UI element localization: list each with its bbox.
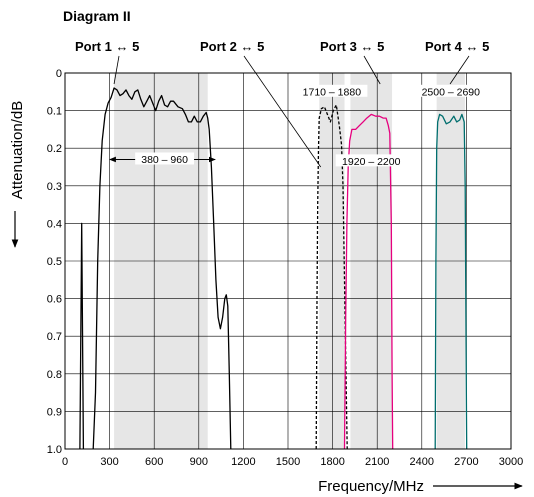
- y-tick-label-5: 0.5: [47, 256, 62, 268]
- port-label-3: Port 3 ↔ 5: [320, 39, 384, 54]
- y-tick-label-1: 0.1: [47, 106, 62, 118]
- series-2-segment-1: [315, 104, 348, 450]
- y-tick-label-2: 0.2: [47, 143, 62, 155]
- chart-title: Diagram II: [63, 8, 131, 24]
- x-tick-label-4: 1200: [231, 456, 255, 468]
- band-label-bg-1: [135, 152, 195, 165]
- y-tick-label-8: 0.8: [47, 369, 62, 381]
- port-label-4: Port 4 ↔ 5: [425, 39, 489, 54]
- x-tick-label-8: 2400: [410, 456, 434, 468]
- y-axis-label: Attenuation/dB: [9, 101, 26, 199]
- y-tick-label-10: 1.0: [47, 444, 62, 456]
- band-label-bg-3: [335, 154, 407, 167]
- port-label-1: Port 1 ↔ 5: [75, 39, 139, 54]
- x-tick-label-6: 1800: [320, 456, 344, 468]
- port-leader-1: [113, 55, 120, 85]
- series-1-segment-2: [92, 87, 232, 450]
- y-tick-label-0: 0: [56, 68, 62, 80]
- x-tick-label-9: 2700: [454, 456, 478, 468]
- y-tick-label-6: 0.6: [47, 294, 62, 306]
- port-leader-4: [449, 55, 470, 85]
- band-label-3: 1920 – 2200: [342, 156, 401, 168]
- series-4-segment-1: [434, 113, 468, 450]
- x-axis-label: Frequency/MHz: [318, 478, 424, 495]
- y-tick-label-4: 0.4: [47, 218, 62, 230]
- x-tick-label-7: 2100: [365, 456, 389, 468]
- axes: 0 300 600 900 1200 1500 1800 2100 2400 2700 3000 0 0…: [9, 68, 523, 495]
- x-tick-label-3: 900: [190, 456, 208, 468]
- band-label-bg-4: [415, 84, 487, 97]
- plot-frame: [64, 72, 512, 450]
- port-leader-3: [363, 55, 381, 85]
- y-tick-label-3: 0.3: [47, 181, 62, 193]
- band-label-2: 1710 – 1880: [303, 86, 362, 98]
- band-label-bg-2: [296, 84, 368, 97]
- x-tick-label-5: 1500: [276, 456, 300, 468]
- series-1-segment-1: [79, 222, 85, 450]
- y-tick-label-9: 0.9: [47, 406, 62, 418]
- x-tick-label-0: 0: [62, 456, 68, 468]
- port-leader-2: [243, 55, 322, 168]
- x-tick-label-10: 3000: [499, 456, 523, 468]
- y-tick-label-7: 0.7: [47, 331, 62, 343]
- band-label-4: 2500 – 2690: [422, 86, 481, 98]
- x-tick-label-2: 600: [145, 456, 163, 468]
- annotations: 380 – 960 1710 – 1880 1920 – 2200 2500 – 26…: [75, 39, 489, 168]
- port-label-2: Port 2 ↔ 5: [200, 39, 264, 54]
- band-label-1: 380 – 960: [141, 154, 188, 166]
- x-tick-label-1: 300: [100, 456, 118, 468]
